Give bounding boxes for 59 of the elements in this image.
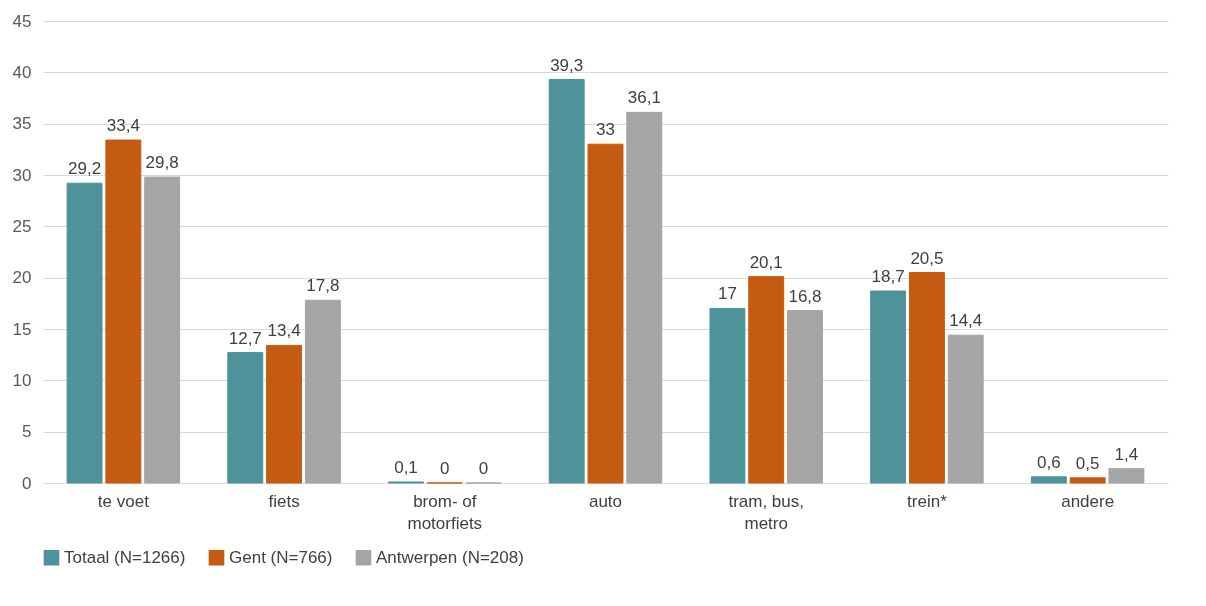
legend-label: Antwerpen (N=208) [376, 547, 524, 567]
x-tick-label: brom- of motorfiets [407, 491, 483, 533]
y-tick-label: 15 [12, 319, 32, 339]
bar [1108, 468, 1145, 484]
data-label: 13,4 [267, 321, 301, 341]
bar [548, 79, 585, 484]
x-tick-label: andere [1061, 491, 1115, 511]
bar [748, 276, 785, 484]
y-tick-label: 10 [12, 370, 32, 390]
data-label: 29,8 [145, 153, 179, 173]
x-tick-label: te voet [97, 491, 150, 511]
bar [266, 344, 303, 484]
bar [947, 334, 984, 484]
data-label: 17 [717, 284, 737, 304]
bar [787, 310, 823, 484]
data-label: 0,1 [394, 457, 418, 477]
data-label: 39,3 [550, 55, 584, 75]
y-tick-label: 5 [22, 422, 32, 442]
x-tick-label: fiets [268, 491, 300, 511]
y-tick-label: 25 [12, 216, 32, 236]
bar [870, 290, 907, 484]
bar [66, 182, 103, 484]
x-tick-label: tram, bus, metro [728, 491, 805, 533]
y-tick-label: 0 [22, 473, 32, 493]
bar [709, 307, 746, 484]
data-label: 29,2 [68, 159, 102, 179]
legend-label: Gent (N=766) [229, 547, 333, 567]
data-label: 0,6 [1037, 452, 1061, 472]
bar [1069, 477, 1106, 484]
y-tick-label: 35 [12, 114, 32, 134]
data-label: 16,8 [788, 286, 822, 306]
y-tick-label: 30 [12, 165, 32, 185]
data-label: 17,8 [306, 276, 340, 296]
x-tick-label: auto [588, 491, 623, 511]
bar [105, 139, 142, 484]
bar [144, 176, 181, 484]
data-label: 33 [596, 120, 615, 140]
data-label: 18,7 [871, 267, 905, 287]
data-label: 36,1 [627, 88, 661, 108]
x-tick-label: trein* [907, 491, 948, 511]
data-label: 33,4 [106, 116, 140, 136]
legend-label: Totaal (N=1266) [64, 547, 186, 567]
bar [626, 111, 663, 484]
data-label: 20,5 [910, 248, 944, 268]
data-label: 0,5 [1075, 453, 1100, 473]
y-tick-label: 40 [12, 62, 32, 82]
data-label: 0 [440, 459, 450, 478]
data-label: 12,7 [228, 328, 262, 348]
bar [227, 352, 264, 484]
y-tick-label: 45 [12, 11, 32, 31]
data-label: 20,1 [749, 252, 783, 272]
bar [1030, 476, 1067, 484]
bar [304, 299, 341, 484]
y-tick-label: 20 [12, 268, 32, 288]
data-label: 0 [478, 459, 489, 478]
data-label: 14,4 [949, 311, 983, 331]
bar [908, 272, 945, 484]
data-label: 1,4 [1114, 444, 1139, 464]
bar [587, 143, 624, 484]
